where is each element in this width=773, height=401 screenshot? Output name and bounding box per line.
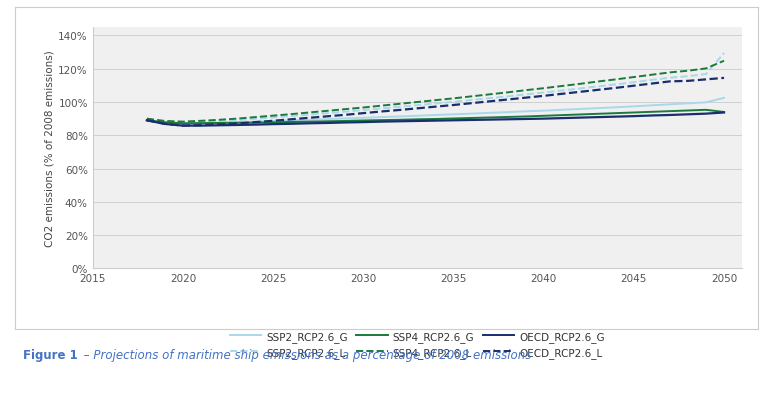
Text: – Projections of maritime ship emissions as a percentage of 2008 emissions: – Projections of maritime ship emissions… [80,348,531,361]
Legend: SSP2_RCP2.6_G, SSP2_RCP2.6_L, SSP4_RCP2.6_G, SSP4_RCP2.6_L, OECD_RCP2.6_G, OECD_: SSP2_RCP2.6_G, SSP2_RCP2.6_L, SSP4_RCP2.… [226,327,609,362]
Y-axis label: CO2 emissions (% of 2008 emissions): CO2 emissions (% of 2008 emissions) [44,50,54,247]
Text: Figure 1: Figure 1 [23,348,78,361]
